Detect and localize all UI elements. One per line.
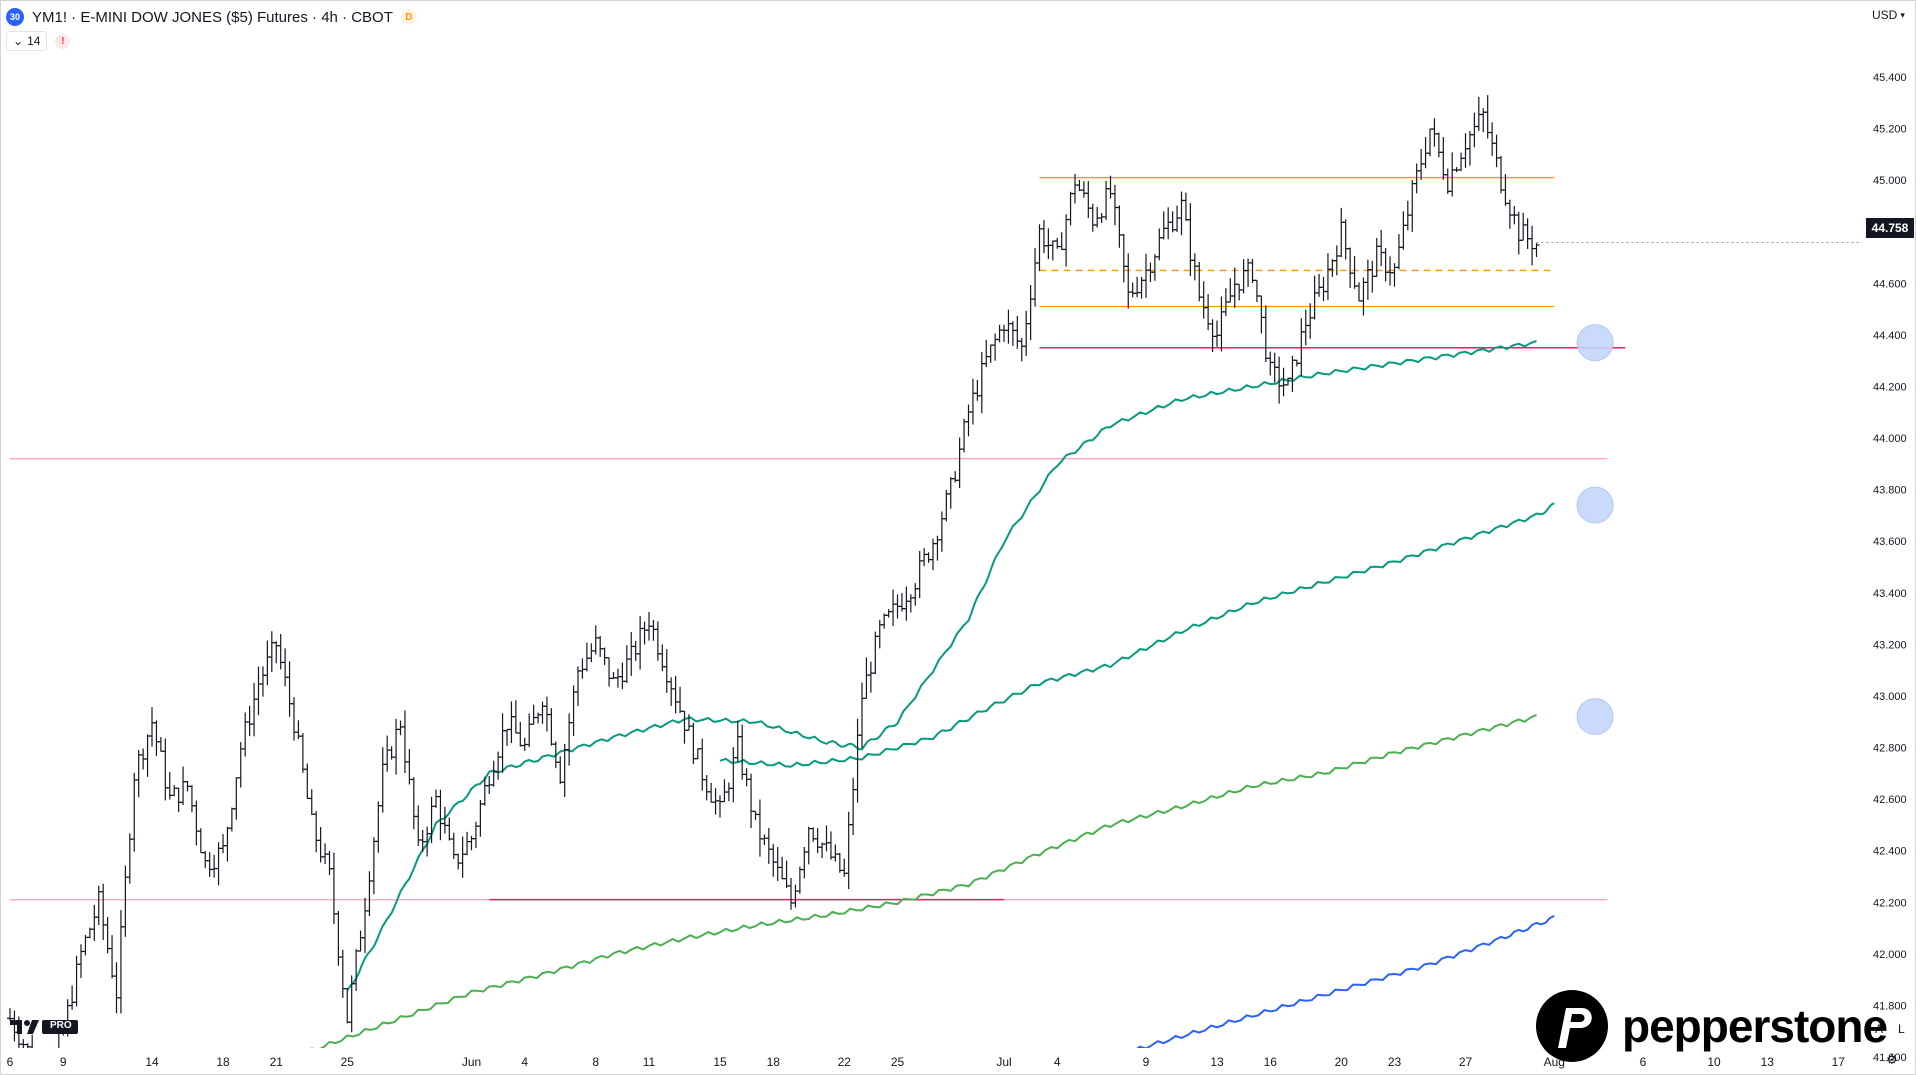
x-tick-label: 16 [1264,1055,1278,1069]
x-tick-label: Jun [462,1055,481,1069]
tradingview-badge-label: PRO [50,1020,72,1031]
x-tick-label: 18 [767,1055,781,1069]
x-tick-label: 8 [592,1055,599,1069]
y-tick-label: 43.600 [1873,536,1907,548]
x-tick-label: 25 [891,1055,905,1069]
x-tick-label: 27 [1459,1055,1473,1069]
gear-icon[interactable]: ⚙ [1886,1052,1898,1067]
symbol-title[interactable]: YM1! · E-MINI DOW JONES ($5) Futures · 4… [32,8,393,26]
alert-icon[interactable]: ! [55,33,71,49]
chevron-down-icon: ▾ [1900,9,1905,20]
tradingview-logo: PRO [10,1018,80,1036]
y-tick-label: 42.000 [1873,949,1907,961]
x-tick-label: 6 [1640,1055,1647,1069]
x-tick-label: 22 [838,1055,852,1069]
x-tick-label: 9 [1143,1055,1150,1069]
x-tick-label: 20 [1335,1055,1349,1069]
y-tick-label: 45.200 [1873,124,1907,136]
moving-average-line [346,339,1537,991]
x-tick-label: 13 [1210,1055,1224,1069]
x-tick-label: 21 [270,1055,284,1069]
x-tick-label: 4 [521,1055,528,1069]
symbol-icon[interactable]: 30 [6,8,24,26]
x-tick-label: 11 [643,1055,656,1069]
indicator-row: ⌄ 14 ! [6,31,71,51]
y-tick-label: 42.400 [1873,846,1907,858]
y-tick-label: 44.600 [1873,278,1907,290]
y-tick-label: 41.600 [1873,1052,1907,1064]
x-tick-label: 25 [341,1055,355,1069]
y-tick-label: 44.000 [1873,433,1907,445]
x-tick-label: 13 [1761,1055,1775,1069]
x-tick-label: 23 [1388,1055,1402,1069]
y-tick-label: 42.600 [1873,794,1907,806]
x-tick-label: 14 [145,1055,159,1069]
x-tick-label: 18 [216,1055,230,1069]
delay-badge[interactable]: D [400,9,417,25]
moving-average-line [1136,915,1555,1048]
currency-selector[interactable]: USD ▾ [1872,8,1905,22]
chevron-down-icon: ⌄ [13,34,24,48]
x-tick-label: 15 [713,1055,727,1069]
y-tick-label: 41.800 [1873,1000,1907,1012]
y-tick-label: 42.200 [1873,897,1907,909]
x-tick-label: 4 [1054,1055,1061,1069]
y-tick-label: 42.800 [1873,743,1907,755]
x-tick-label: Jul [996,1055,1011,1069]
target-circle [1576,324,1614,362]
indicator-collapse-button[interactable]: ⌄ 14 [6,31,48,51]
last-price-tag: 44.758 [1866,218,1914,238]
x-tick-label: 10 [1707,1055,1721,1069]
pepperstone-mark-icon [1536,990,1608,1062]
y-tick-label: 43.000 [1873,691,1907,703]
pepperstone-logo-text: pepperstone [1622,1000,1888,1052]
target-circle [1576,698,1614,736]
x-tick-label: 9 [60,1055,67,1069]
auto-scale-button[interactable]: A [1875,1022,1884,1036]
moving-average-line [310,713,1537,1048]
target-circle [1576,486,1614,524]
currency-label: USD [1872,8,1898,22]
indicator-value: 14 [27,34,41,48]
log-scale-button[interactable]: L [1898,1022,1905,1036]
y-tick-label: 43.800 [1873,485,1907,497]
chart-header: 30 YM1! · E-MINI DOW JONES ($5) Futures … [6,6,417,28]
pepperstone-logo: pepperstone [1536,990,1888,1062]
y-tick-label: 44.200 [1873,381,1907,393]
plot-area [7,95,1862,1048]
y-tick-label: 43.400 [1873,588,1907,600]
y-tick-label: 45.000 [1873,175,1907,187]
x-tick-label: 17 [1832,1055,1846,1069]
y-tick-label: 44.400 [1873,330,1907,342]
x-tick-label: 6 [7,1055,14,1069]
moving-average-line [719,502,1555,768]
y-tick-label: 43.200 [1873,639,1907,651]
y-tick-label: 45.400 [1873,72,1907,84]
tradingview-mark-icon [10,1020,78,1034]
